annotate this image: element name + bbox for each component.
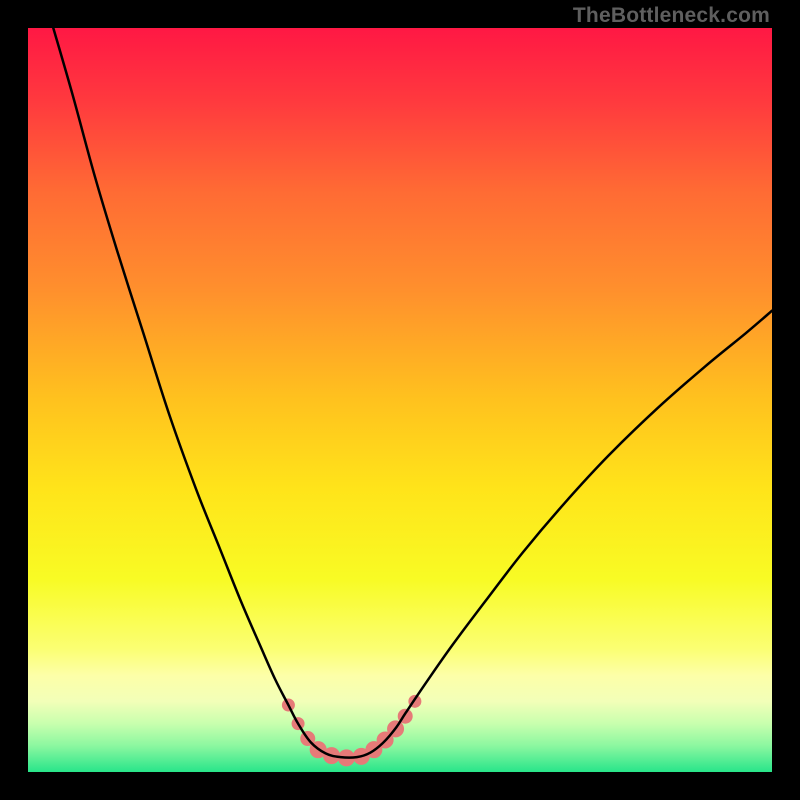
plot-area	[28, 28, 772, 772]
chart-overlay	[28, 28, 772, 772]
bottleneck-curve	[53, 28, 772, 758]
watermark-text: TheBottleneck.com	[573, 4, 770, 28]
chart-frame: TheBottleneck.com	[0, 0, 800, 800]
